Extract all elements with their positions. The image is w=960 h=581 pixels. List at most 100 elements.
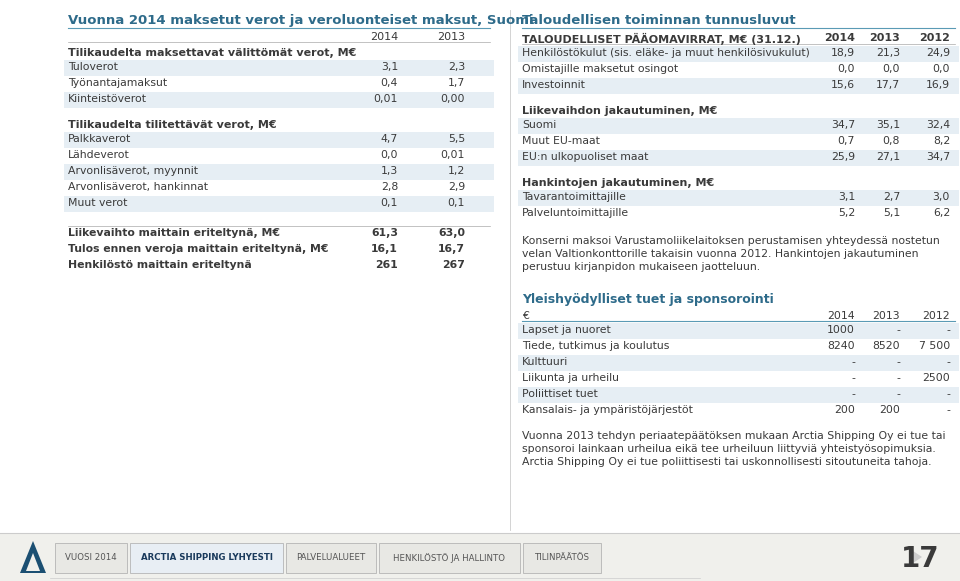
Text: 0,1: 0,1: [380, 198, 398, 208]
Text: €: €: [522, 311, 529, 321]
Text: 2500: 2500: [923, 373, 950, 383]
Text: 0,4: 0,4: [380, 78, 398, 88]
Text: Kulttuuri: Kulttuuri: [522, 357, 568, 367]
Text: -: -: [947, 325, 950, 335]
Bar: [518, 387, 959, 403]
Text: -: -: [852, 373, 855, 383]
Text: 2,3: 2,3: [447, 62, 465, 72]
Text: 17,7: 17,7: [876, 80, 900, 90]
Text: 0,8: 0,8: [882, 136, 900, 146]
Text: Muut EU-maat: Muut EU-maat: [522, 136, 600, 146]
Text: 1,2: 1,2: [447, 166, 465, 176]
Text: 2013: 2013: [873, 311, 900, 321]
Text: HENKILÖSTÖ JA HALLINTO: HENKILÖSTÖ JA HALLINTO: [394, 553, 505, 563]
Text: perustuu kirjanpidon mukaiseen jaotteluun.: perustuu kirjanpidon mukaiseen jaotteluu…: [522, 262, 760, 272]
Text: Työnantajamaksut: Työnantajamaksut: [68, 78, 167, 88]
Text: 24,9: 24,9: [925, 48, 950, 58]
Text: 32,4: 32,4: [925, 120, 950, 130]
Bar: [518, 118, 959, 134]
Text: Taloudellisen toiminnan tunnusluvut: Taloudellisen toiminnan tunnusluvut: [522, 14, 796, 27]
FancyBboxPatch shape: [523, 543, 601, 573]
Text: Arctia Shipping Oy ei tue poliittisesti tai uskonnollisesti sitoutuneita tahoja.: Arctia Shipping Oy ei tue poliittisesti …: [522, 457, 931, 467]
Text: Yleishyödylliset tuet ja sponsorointi: Yleishyödylliset tuet ja sponsorointi: [522, 293, 774, 306]
Text: 2013: 2013: [437, 32, 465, 42]
Text: 5,1: 5,1: [883, 208, 900, 218]
Polygon shape: [26, 553, 40, 571]
Text: 25,9: 25,9: [830, 152, 855, 162]
Text: 35,1: 35,1: [876, 120, 900, 130]
Text: 0,0: 0,0: [932, 64, 950, 74]
Text: 2012: 2012: [923, 311, 950, 321]
Bar: [0, 533, 960, 581]
Bar: [64, 132, 494, 148]
Text: 1,7: 1,7: [447, 78, 465, 88]
Bar: [64, 196, 494, 212]
Text: 0,7: 0,7: [838, 136, 855, 146]
Text: 63,0: 63,0: [438, 228, 465, 238]
Text: 4,7: 4,7: [381, 134, 398, 144]
Text: Lähdeverot: Lähdeverot: [68, 150, 130, 160]
Text: Henkilöstökulut (sis. eläke- ja muut henkilösivukulut): Henkilöstökulut (sis. eläke- ja muut hen…: [522, 48, 810, 58]
Text: 21,3: 21,3: [876, 48, 900, 58]
Text: -: -: [852, 389, 855, 399]
Text: 6,2: 6,2: [933, 208, 950, 218]
Text: 2012: 2012: [919, 33, 950, 43]
Text: Kansalais- ja ympäristöjärjestöt: Kansalais- ja ympäristöjärjestöt: [522, 405, 693, 415]
Text: EU:n ulkopuoliset maat: EU:n ulkopuoliset maat: [522, 152, 648, 162]
Text: -: -: [852, 357, 855, 367]
Text: -: -: [947, 405, 950, 415]
Text: TALOUDELLISET PÄÄOMAVIRRAT, M€ (31.12.): TALOUDELLISET PÄÄOMAVIRRAT, M€ (31.12.): [522, 33, 801, 45]
Text: 16,1: 16,1: [372, 244, 398, 254]
Text: Tilikaudelta maksettavat välittömät verot, M€: Tilikaudelta maksettavat välittömät vero…: [68, 48, 356, 58]
Text: 2014: 2014: [828, 311, 855, 321]
Text: -: -: [896, 389, 900, 399]
Text: Investoinnit: Investoinnit: [522, 80, 586, 90]
Text: 0,00: 0,00: [441, 94, 465, 104]
Text: 2,9: 2,9: [447, 182, 465, 192]
Text: 8520: 8520: [873, 341, 900, 351]
Text: Vuonna 2014 maksetut verot ja veroluonteiset maksut, Suomi: Vuonna 2014 maksetut verot ja veroluonte…: [68, 14, 534, 27]
Text: 34,7: 34,7: [925, 152, 950, 162]
Text: 3,0: 3,0: [932, 192, 950, 202]
Text: 8240: 8240: [828, 341, 855, 351]
Text: 2014: 2014: [824, 33, 855, 43]
Text: Liikevaihto maittain eriteltynä, M€: Liikevaihto maittain eriteltynä, M€: [68, 228, 280, 238]
FancyBboxPatch shape: [55, 543, 127, 573]
Text: 0,01: 0,01: [373, 94, 398, 104]
Text: 267: 267: [443, 260, 465, 270]
Text: Poliittiset tuet: Poliittiset tuet: [522, 389, 598, 399]
Text: Tulos ennen veroja maittain eriteltynä, M€: Tulos ennen veroja maittain eriteltynä, …: [68, 244, 328, 254]
Polygon shape: [910, 549, 922, 565]
Text: 0,1: 0,1: [447, 198, 465, 208]
Text: 0,0: 0,0: [837, 64, 855, 74]
Bar: [518, 355, 959, 371]
Text: ARCTIA SHIPPING LYHYESTI: ARCTIA SHIPPING LYHYESTI: [140, 554, 273, 562]
Bar: [518, 323, 959, 339]
Text: Tilikaudelta tilitettävät verot, M€: Tilikaudelta tilitettävät verot, M€: [68, 120, 276, 130]
Text: Palveluntoimittajille: Palveluntoimittajille: [522, 208, 629, 218]
Text: Arvonlisäverot, hankinnat: Arvonlisäverot, hankinnat: [68, 182, 208, 192]
Text: -: -: [896, 325, 900, 335]
Text: Suomi: Suomi: [522, 120, 556, 130]
Text: 27,1: 27,1: [876, 152, 900, 162]
Text: Arvonlisäverot, myynnit: Arvonlisäverot, myynnit: [68, 166, 198, 176]
Text: 7 500: 7 500: [919, 341, 950, 351]
Text: Vuonna 2013 tehdyn periaatepäätöksen mukaan Arctia Shipping Oy ei tue tai: Vuonna 2013 tehdyn periaatepäätöksen muk…: [522, 431, 946, 441]
Text: 18,9: 18,9: [830, 48, 855, 58]
FancyBboxPatch shape: [286, 543, 375, 573]
Text: 17: 17: [901, 545, 940, 573]
Text: Lapset ja nuoret: Lapset ja nuoret: [522, 325, 611, 335]
Text: 2013: 2013: [869, 33, 900, 43]
Bar: [518, 78, 959, 94]
Text: 2,7: 2,7: [883, 192, 900, 202]
Text: Henkilöstö maittain eriteltynä: Henkilöstö maittain eriteltynä: [68, 260, 252, 270]
FancyBboxPatch shape: [378, 543, 520, 573]
Text: 1,3: 1,3: [381, 166, 398, 176]
Text: -: -: [896, 357, 900, 367]
Text: 200: 200: [834, 405, 855, 415]
Text: -: -: [947, 357, 950, 367]
FancyBboxPatch shape: [130, 543, 283, 573]
Text: 200: 200: [879, 405, 900, 415]
Text: 5,5: 5,5: [447, 134, 465, 144]
Text: Liikevaihdon jakautuminen, M€: Liikevaihdon jakautuminen, M€: [522, 106, 717, 116]
